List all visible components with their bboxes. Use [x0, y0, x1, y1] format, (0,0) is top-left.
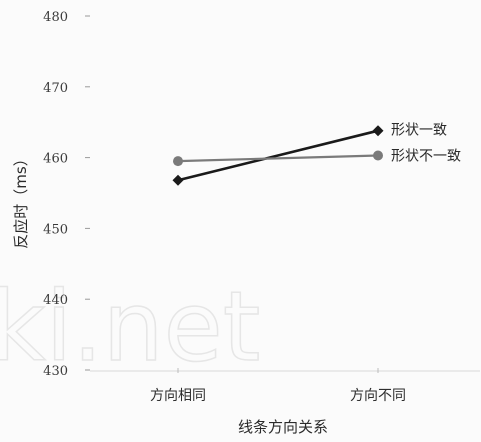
watermark: ki.net — [0, 271, 260, 383]
series-layer — [173, 125, 384, 186]
y-tick-label: 440 — [43, 293, 68, 308]
y-tick-label: 460 — [43, 152, 68, 167]
legend-label: 形状一致 — [391, 123, 447, 139]
x-axis-title: 线条方向关系 — [238, 418, 328, 436]
data-point — [373, 125, 384, 136]
data-point — [173, 175, 184, 186]
x-tick-label: 方向不同 — [350, 388, 406, 404]
y-tick-label: 430 — [43, 364, 68, 379]
data-point — [373, 150, 383, 160]
data-point — [173, 156, 183, 166]
y-tick-label: 470 — [43, 81, 68, 96]
y-tick-label: 480 — [43, 10, 68, 25]
y-axis-title: 反应时（ms） — [12, 151, 30, 248]
legend-label: 形状不一致 — [391, 148, 461, 164]
x-tick-label: 方向相同 — [150, 388, 206, 404]
y-tick-label: 450 — [43, 222, 68, 237]
